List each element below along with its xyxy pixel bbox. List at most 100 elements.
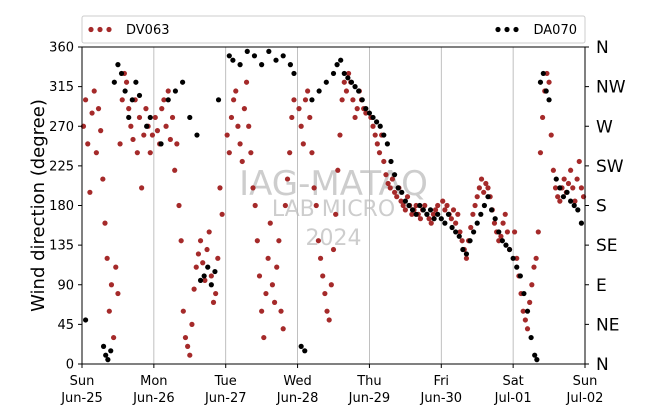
point-da070-49 xyxy=(352,84,358,90)
point-da070-47 xyxy=(345,75,351,81)
point-da070-12 xyxy=(136,92,143,99)
point-dv063-99 xyxy=(300,141,306,147)
legend-marker-da070 xyxy=(495,26,519,33)
y-tick-label-270: 270 xyxy=(49,120,74,135)
point-dv063-200 xyxy=(527,299,533,305)
point-dv063-209 xyxy=(546,79,552,85)
point-dv063-175 xyxy=(470,211,476,217)
legend-dot-2 xyxy=(513,26,519,33)
point-dv063-198 xyxy=(522,317,528,323)
legend-marker-dv063 xyxy=(88,26,112,33)
point-dv063-51 xyxy=(191,286,197,292)
series-dv063 xyxy=(80,70,587,358)
point-da070-54 xyxy=(370,114,376,121)
point-dv063-28 xyxy=(141,132,147,138)
point-da070-4 xyxy=(108,348,114,354)
point-da070-42 xyxy=(323,79,329,85)
point-da070-34 xyxy=(273,57,279,63)
point-dv063-158 xyxy=(430,211,436,217)
point-dv063-152 xyxy=(417,216,424,222)
point-da070-90 xyxy=(499,238,505,244)
point-dv063-96 xyxy=(291,97,297,103)
point-dv063-3 xyxy=(87,189,93,195)
point-dv063-213 xyxy=(555,194,561,200)
point-dv063-135 xyxy=(381,158,387,165)
point-da070-51 xyxy=(359,97,365,103)
point-dv063-185 xyxy=(491,220,498,226)
point-dv063-44 xyxy=(176,202,182,209)
compass-label-ne-1: NE xyxy=(596,315,619,335)
point-dv063-82 xyxy=(261,334,267,341)
point-da070-65 xyxy=(409,207,416,213)
point-da070-2 xyxy=(103,352,109,358)
point-da070-22 xyxy=(201,273,207,279)
point-da070-56 xyxy=(377,123,383,129)
point-dv063-219 xyxy=(568,167,574,173)
point-dv063-15 xyxy=(113,264,119,270)
point-dv063-4 xyxy=(89,110,95,116)
point-dv063-63 xyxy=(217,185,223,191)
point-da070-57 xyxy=(381,132,387,138)
point-dv063-160 xyxy=(435,202,441,209)
point-dv063-70 xyxy=(235,123,241,129)
point-da070-103 xyxy=(543,88,549,94)
legend-label-dv063: DV063 xyxy=(126,23,170,38)
point-da070-19 xyxy=(187,114,193,121)
point-dv063-194 xyxy=(514,255,520,261)
point-da070-97 xyxy=(524,308,531,314)
point-dv063-9 xyxy=(100,176,106,182)
y-tick-label-360: 360 xyxy=(49,41,74,56)
point-da070-98 xyxy=(528,334,534,341)
legend-dot-0 xyxy=(88,26,94,33)
point-da070-35 xyxy=(280,53,286,59)
point-da070-50 xyxy=(356,88,362,94)
x-tick-day-0: Sun xyxy=(70,374,95,389)
point-dv063-29 xyxy=(143,106,149,112)
point-dv063-117 xyxy=(339,97,345,103)
y-tick-label-90: 90 xyxy=(57,278,74,293)
point-dv063-11 xyxy=(104,255,110,261)
point-dv063-159 xyxy=(432,207,439,213)
point-da070-110 xyxy=(571,202,577,209)
point-dv063-33 xyxy=(152,114,158,121)
point-da070-43 xyxy=(330,70,337,77)
point-dv063-133 xyxy=(376,150,383,156)
point-da070-87 xyxy=(488,207,495,213)
point-dv063-17 xyxy=(117,141,123,147)
point-dv063-84 xyxy=(265,255,271,261)
point-dv063-172 xyxy=(463,255,470,261)
point-da070-101 xyxy=(537,79,544,85)
point-dv063-80 xyxy=(256,273,263,279)
point-dv063-199 xyxy=(524,326,531,332)
point-da070-32 xyxy=(259,62,265,68)
point-dv063-165 xyxy=(448,216,454,222)
point-dv063-38 xyxy=(163,123,169,129)
point-dv063-104 xyxy=(311,185,317,191)
point-dv063-146 xyxy=(404,194,411,200)
point-dv063-223 xyxy=(576,158,582,165)
point-da070-68 xyxy=(420,207,426,213)
point-dv063-102 xyxy=(307,114,313,121)
point-da070-102 xyxy=(540,70,546,77)
x-tick-day-2: Tue xyxy=(214,374,237,389)
point-da070-30 xyxy=(244,48,250,55)
point-da070-89 xyxy=(496,229,502,235)
point-dv063-131 xyxy=(372,132,378,138)
x-axis: Sun Jun-25 Mon Jun-26 Tue Jun-27 Wed Jun-28 Thu J… xyxy=(60,364,603,406)
point-da070-16 xyxy=(165,97,171,103)
point-dv063-105 xyxy=(313,202,319,209)
point-da070-52 xyxy=(363,106,369,112)
compass-label-n-8: N xyxy=(596,38,609,58)
point-da070-108 xyxy=(564,189,570,195)
compass-label-sw-5: SW xyxy=(596,157,624,177)
point-da070-31 xyxy=(251,53,258,59)
x-tick-date-5: Jun-30 xyxy=(420,391,463,406)
point-dv063-57 xyxy=(204,246,210,253)
point-dv063-204 xyxy=(535,229,541,235)
point-da070-86 xyxy=(485,194,491,200)
point-da070-96 xyxy=(521,290,527,297)
point-dv063-221 xyxy=(572,198,578,204)
point-da070-15 xyxy=(158,141,164,147)
